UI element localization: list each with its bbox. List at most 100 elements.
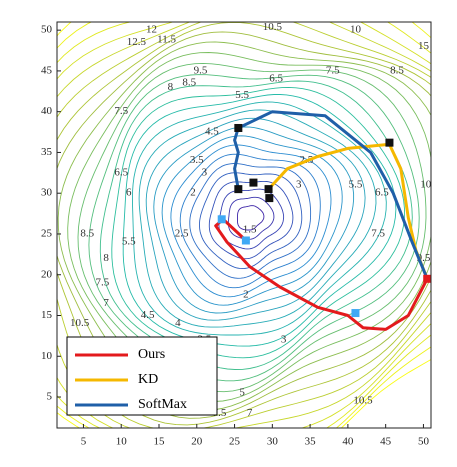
plot-frame: [56, 21, 432, 429]
contour-label: 5.5: [122, 236, 136, 248]
contour-line: [77, 62, 427, 393]
contour-label-layer: 1010.51211.512.59.58.587.56.55.54.53.532…: [70, 21, 432, 419]
y-tick-label: 50: [41, 24, 53, 36]
contour-label: 10: [420, 179, 432, 191]
contour-line: [122, 94, 397, 347]
contour-label: 7.5: [371, 227, 385, 239]
contour-label: 11.5: [157, 33, 176, 45]
contour-label: 6.5: [375, 187, 389, 199]
y-tick-label: 30: [41, 187, 53, 199]
contour-label: 15: [418, 40, 430, 52]
contour-label: 4.5: [205, 126, 219, 138]
marker: [351, 309, 360, 318]
contour-line: [57, 22, 431, 428]
contour-line: [138, 109, 377, 328]
contour-label: 6.5: [114, 166, 128, 178]
contour-line: [67, 52, 431, 403]
x-tick-label: 10: [116, 436, 128, 448]
trajectory-layer: [214, 110, 432, 331]
marker: [264, 185, 273, 194]
marker: [249, 178, 258, 187]
contour-label: 9.5: [194, 64, 208, 76]
contour-line: [199, 172, 303, 270]
contour-label: 12.5: [127, 36, 147, 48]
contour-label: 7: [247, 407, 253, 419]
contour-label: 4.5: [141, 309, 155, 321]
contour-line: [57, 41, 431, 412]
trajectory: [214, 217, 429, 331]
y-tick-label: 10: [41, 350, 53, 362]
contour-label: 3.5: [190, 154, 204, 166]
marker: [423, 274, 432, 283]
contour-label: 10.5: [70, 317, 90, 329]
contour-line: [57, 22, 431, 426]
contour-label: 7.5: [95, 276, 109, 288]
x-tick-label: 40: [342, 436, 354, 448]
legend: Ours KD SoftMax: [66, 336, 218, 416]
x-tick-label: 25: [229, 436, 241, 448]
legend-label: KD: [138, 372, 158, 387]
y-tick-label: 5: [47, 391, 53, 403]
x-tick-label: 15: [154, 436, 166, 448]
contour-line: [145, 117, 366, 321]
contour-label: 5.5: [349, 179, 363, 191]
axes: 5 10 15 20 25 30 35 40 45 50 5 10 15 20 25 30 35 40 45 50: [41, 24, 429, 448]
contour-label: 5: [239, 386, 245, 398]
contour-label: 3: [202, 166, 208, 178]
contour-label: 8: [168, 81, 174, 93]
legend-label: Ours: [138, 347, 165, 362]
contour-label: 10: [350, 24, 362, 36]
marker: [385, 138, 394, 147]
contour-label: 4: [175, 317, 181, 329]
x-tick-label: 30: [267, 436, 279, 448]
contour-line: [237, 205, 265, 231]
contour-line: [189, 163, 312, 279]
y-tick-label: 45: [41, 64, 53, 76]
contour-line: [161, 135, 343, 306]
contour-label: 8.5: [390, 64, 404, 76]
y-tick-label: 40: [41, 105, 53, 117]
contour-label: 7.5: [326, 64, 340, 76]
y-tick-label: 25: [41, 227, 53, 239]
contour-line: [57, 22, 431, 428]
contour-label: 6: [126, 187, 132, 199]
legend-box: [66, 336, 218, 416]
contour-line: [227, 196, 275, 240]
contour-label: 2.5: [175, 227, 189, 239]
contour-line: [170, 144, 332, 298]
contour-label: 12: [146, 24, 157, 36]
contour-line: [111, 86, 405, 359]
x-tick-label: 50: [418, 436, 430, 448]
y-tick-label: 15: [41, 309, 53, 321]
y-tick-label: 35: [41, 146, 53, 158]
x-tick-label: 20: [191, 436, 203, 448]
contour-line: [57, 31, 431, 419]
x-tick-label: 45: [380, 436, 392, 448]
contour-label: 7.5: [114, 105, 128, 117]
contour-label: 8: [103, 252, 109, 264]
contour-line: [208, 180, 294, 260]
contour-line: [99, 80, 413, 370]
marker: [241, 236, 250, 245]
contour-line: [57, 22, 431, 428]
contour-label: 3: [296, 179, 302, 191]
marker: [234, 123, 243, 132]
contour-label: 8.5: [80, 227, 94, 239]
marker: [217, 215, 226, 224]
marker: [234, 185, 243, 194]
y-tick-label: 20: [41, 268, 53, 280]
contour-line: [57, 22, 431, 428]
contour-line: [132, 101, 387, 336]
contour-label: 3: [281, 333, 287, 345]
contour-label: 5.5: [235, 89, 249, 101]
marker: [265, 194, 274, 203]
contour-label: 1.5: [243, 223, 257, 235]
contour-label: 10.5: [263, 21, 283, 33]
contour-label: 8.5: [182, 77, 196, 89]
x-tick-label: 35: [305, 436, 317, 448]
contour-label: 7: [103, 297, 109, 309]
contour-line: [57, 22, 431, 428]
